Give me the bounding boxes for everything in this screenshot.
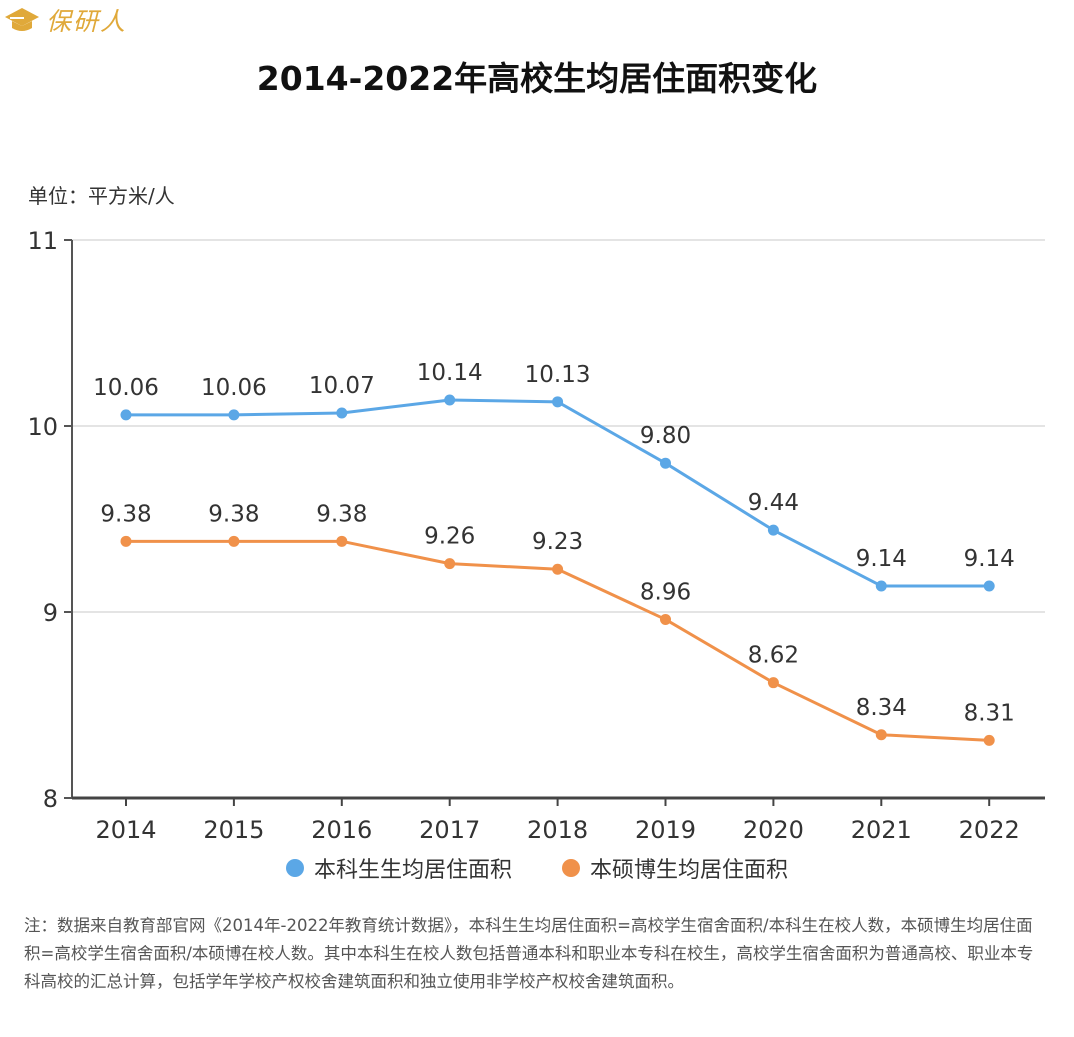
data-point [875, 580, 887, 592]
data-point [552, 396, 564, 408]
legend-label: 本硕博生均居住面积 [590, 858, 789, 883]
data-point [120, 535, 132, 547]
data-point [228, 535, 240, 547]
x-tick-label: 2015 [203, 816, 264, 844]
data-point [660, 457, 671, 469]
unit-label: 单位：平方米/人 [28, 184, 175, 208]
data-label: 9.44 [748, 490, 799, 516]
data-label: 9.38 [316, 501, 367, 527]
graduation-cap-icon [5, 8, 39, 31]
x-tick-label: 2018 [527, 816, 588, 844]
data-label: 8.31 [964, 700, 1015, 726]
data-label: 10.06 [201, 375, 267, 401]
axes [64, 239, 1045, 806]
data-label: 9.38 [208, 501, 259, 527]
y-tick-label: 8 [43, 785, 58, 813]
data-point [875, 729, 887, 741]
data-point [983, 734, 995, 746]
data-point [767, 524, 779, 536]
y-tick-label: 10 [27, 413, 58, 441]
data-label: 10.06 [93, 375, 159, 401]
data-label: 10.14 [417, 360, 483, 386]
x-tick-label: 2014 [95, 816, 156, 844]
data-label: 8.96 [640, 579, 691, 605]
data-point [444, 558, 456, 570]
legend-item-all[interactable]: 本硕博生均居住面积 [562, 852, 788, 884]
chart-title: 2014-2022年高校生均居住面积变化 [256, 59, 818, 98]
data-label: 10.07 [309, 373, 375, 399]
legend-dot-blue [285, 859, 304, 877]
data-point [228, 409, 240, 421]
legend-dot-orange [562, 859, 580, 877]
data-point [336, 407, 348, 419]
footnote: 注：数据来自教育部官网《2014年-2022年教育统计数据》，本科生生均居住面积… [24, 916, 1034, 991]
brand-name: 保研人 [46, 7, 128, 36]
legend-label: 本科生生均居住面积 [313, 858, 512, 883]
legend-item-undergrad[interactable]: 本科生生均居住面积 [285, 852, 512, 884]
y-tick-label: 9 [43, 599, 58, 627]
data-point [444, 394, 456, 406]
x-tick-label: 2019 [635, 816, 696, 844]
x-tick-label: 2021 [851, 816, 912, 844]
data-point [336, 535, 348, 547]
data-label: 9.14 [964, 546, 1015, 572]
data-label: 9.38 [100, 501, 151, 527]
data-point [660, 613, 671, 625]
data-label: 9.14 [856, 546, 907, 572]
data-label: 9.26 [424, 524, 475, 550]
brand-logo: 保研人 [4, 2, 127, 38]
x-tick-label: 2016 [311, 816, 372, 844]
y-tick-label: 11 [27, 227, 58, 255]
series-lines: 10.06 10.06 10.07 10.14 10.13 9.80 9.44 9.14 9.1… [93, 360, 1015, 746]
data-label: 10.13 [525, 362, 591, 388]
data-label: 9.23 [532, 529, 583, 555]
grid-lines [72, 239, 1045, 613]
data-point [552, 563, 564, 575]
x-tick-label: 2017 [419, 816, 480, 844]
data-point [120, 409, 132, 421]
data-point [767, 677, 779, 689]
data-point [983, 580, 995, 592]
legend: 本科生生均居住面积 本硕博生均居住面积 [0, 852, 1074, 884]
x-tick-labels: 2014 2015 2016 2017 2018 2019 2020 2021 2022 [95, 816, 1019, 844]
data-label: 8.34 [856, 695, 907, 721]
x-tick-label: 2022 [959, 816, 1020, 844]
data-label: 9.80 [640, 423, 691, 449]
y-tick-labels: 8 9 10 11 [27, 227, 58, 813]
data-label: 8.62 [748, 643, 799, 669]
x-tick-label: 2020 [743, 816, 804, 844]
